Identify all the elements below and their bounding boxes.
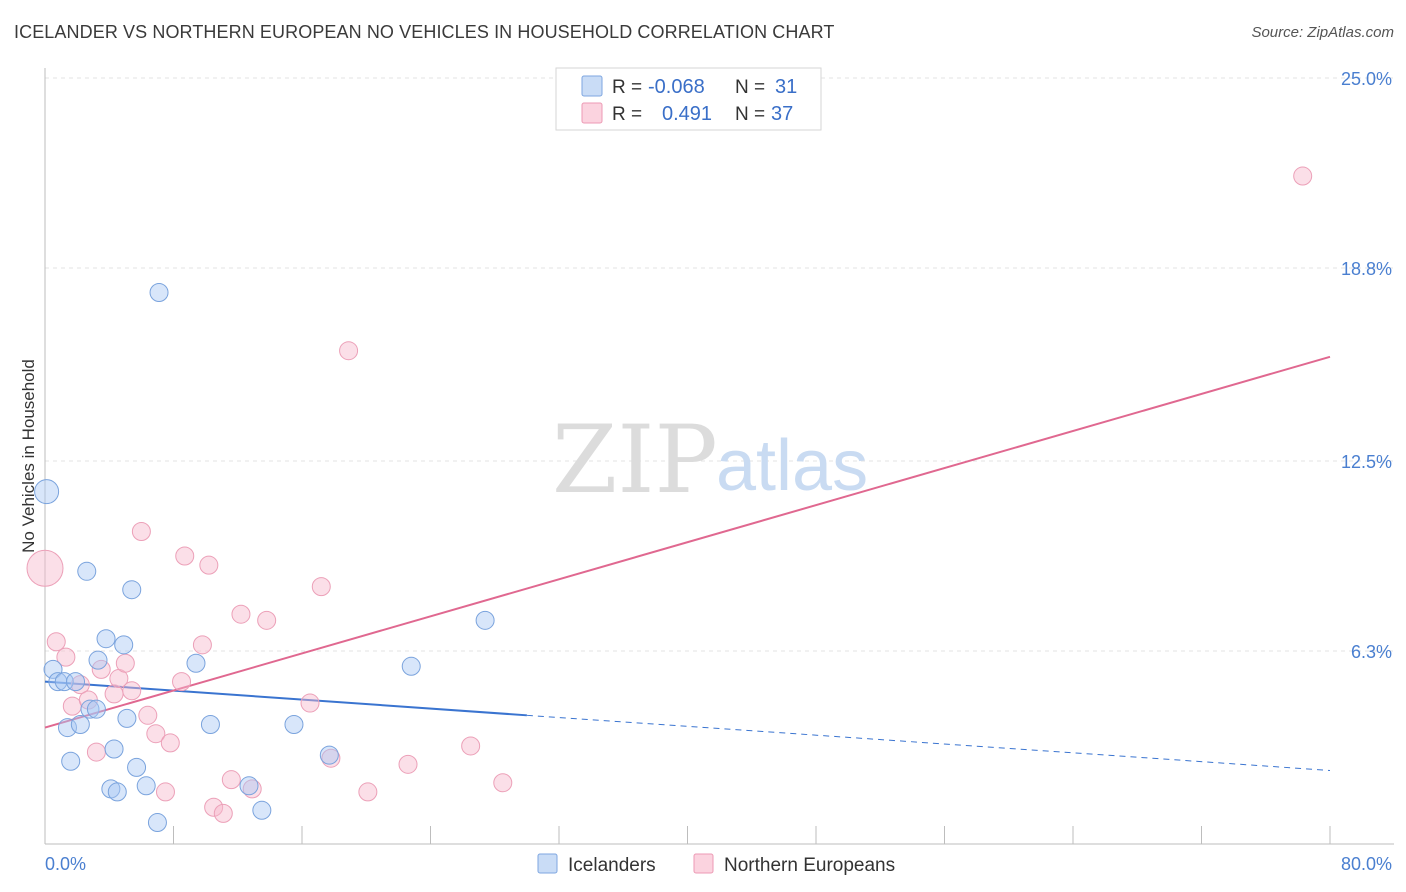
legend-swatch-icelanders [581,75,603,97]
point-northern [1293,166,1313,186]
point-icelanders [186,653,206,673]
legend-r-label-2: R = [612,104,642,125]
data-points [26,166,1313,833]
point-northern [86,742,106,762]
y-tick-label: 6.3% [1351,642,1392,662]
point-northern [115,653,135,673]
point-northern [398,754,418,774]
grid-lines [45,77,1394,652]
point-icelanders [96,629,116,649]
tick-labels: 6.3% 12.5% 18.8% 25.0% 0.0% 80.0% [45,69,1392,874]
point-northern [122,681,142,701]
y-tick-label: 25.0% [1341,69,1392,89]
y-axis-title: No Vehicles in Household [19,359,38,553]
point-northern [358,782,378,802]
legend-r-value-2: 0.491 [662,103,712,125]
point-northern [204,797,224,817]
point-northern [339,341,359,361]
point-northern [199,555,219,575]
point-icelanders [149,282,169,302]
series-legend: Icelanders Northern Europeans [537,853,895,876]
point-northern [138,705,158,725]
point-icelanders [401,656,421,676]
point-northern [321,748,341,768]
point-icelanders [239,776,259,796]
chart-title: ICELANDER VS NORTHERN EUROPEAN NO VEHICL… [14,22,835,42]
point-northern [172,672,192,692]
point-icelanders [114,635,134,655]
point-northern [160,733,180,753]
point-northern [146,724,166,744]
legend-r-value-1: -0.068 [648,76,705,98]
point-icelanders [88,650,108,670]
trend-line-northern [44,355,1331,729]
point-northern [62,696,82,716]
legend-n-value-1: 31 [775,76,797,98]
legend-swatch-northern [581,102,603,124]
point-icelanders [70,715,90,735]
point-icelanders [252,800,272,820]
point-icelanders [77,561,97,581]
point-northern [56,647,76,667]
trend-line-icelanders [44,680,527,717]
point-icelanders [117,708,137,728]
point-northern [257,610,277,630]
x-tick-label: 0.0% [45,854,86,874]
point-northern [192,635,212,655]
point-northern [175,546,195,566]
source-label: Source: ZipAtlas.com [1251,24,1394,41]
point-icelanders [319,745,339,765]
x-tick-label: 80.0% [1341,854,1392,874]
legend-n-value-2: 37 [771,103,793,125]
bottom-legend-label-icelanders: Icelanders [568,855,656,876]
point-northern [242,779,262,799]
point-icelanders [104,739,124,759]
bottom-legend-swatch-northern [693,853,714,874]
point-icelanders [80,699,100,719]
point-northern [46,632,66,652]
watermark: ZIP atlas [552,406,868,515]
bottom-legend-label-northern: Northern Europeans [724,855,895,876]
bottom-legend-swatch-icelanders [537,853,558,874]
point-icelanders [86,699,106,719]
point-northern [461,736,481,756]
point-icelanders [34,479,60,505]
point-northern [300,693,320,713]
watermark-atlas: atlas [716,426,868,506]
y-tick-label: 18.8% [1341,259,1392,279]
point-icelanders [66,672,86,692]
y-tick-label: 12.5% [1341,452,1392,472]
point-icelanders [107,782,127,802]
watermark-zip: ZIP [552,406,718,515]
point-icelanders [127,757,147,777]
point-icelanders [54,672,74,692]
point-icelanders [136,776,156,796]
trend-lines [44,355,1331,771]
legend-r-label-1: R = [612,77,642,98]
point-icelanders [200,715,220,735]
point-northern [221,770,241,790]
point-northern [155,782,175,802]
point-icelanders [475,610,495,630]
point-icelanders [43,659,63,679]
point-northern [26,549,64,587]
legend-n-label-2: N = [735,104,765,125]
point-icelanders [122,580,142,600]
legend-n-label-1: N = [735,77,765,98]
point-icelanders [61,751,81,771]
point-icelanders [284,715,304,735]
point-northern [131,521,151,541]
stats-legend: R = -0.068 N = 31 R = 0.491 N = 37 [555,67,822,131]
point-northern [213,803,233,823]
point-northern [231,604,251,624]
point-icelanders [57,718,77,738]
axes [44,68,1394,845]
point-icelanders [147,813,167,833]
point-northern [493,773,513,793]
trend-line-icelanders-extension [526,714,1331,771]
point-northern [311,577,331,597]
